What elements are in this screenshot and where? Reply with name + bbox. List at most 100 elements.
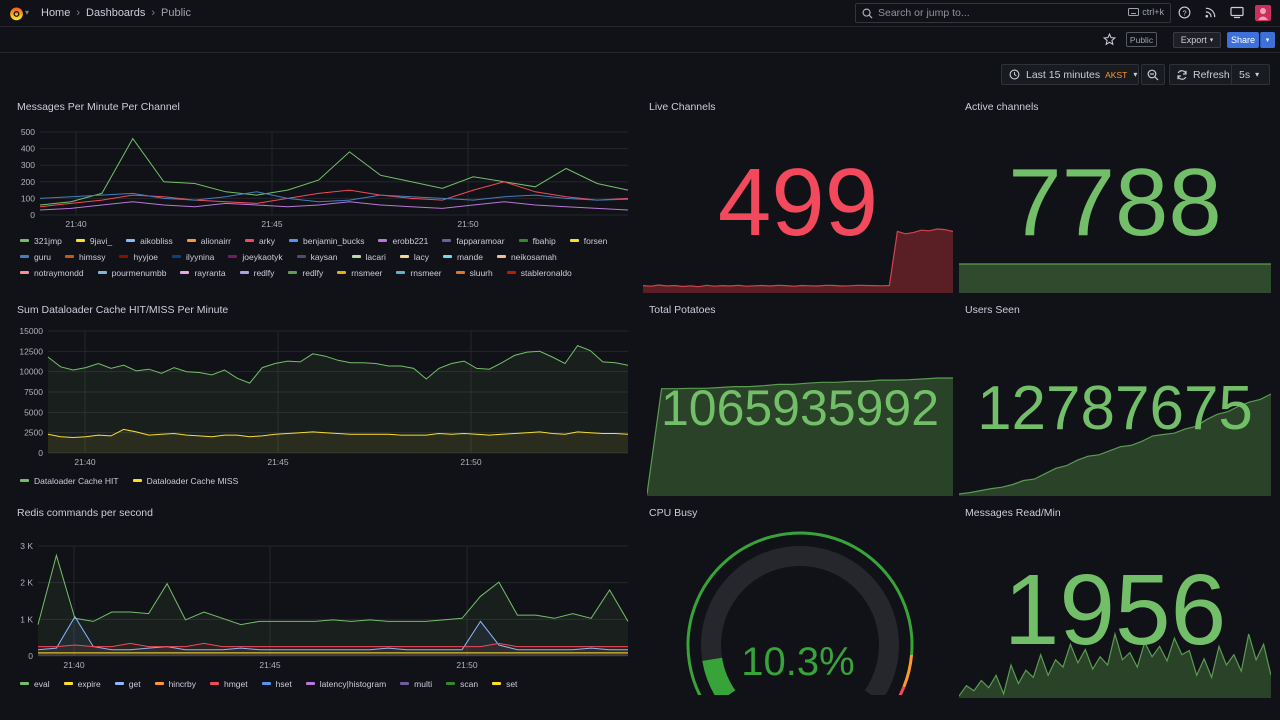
legend-item[interactable]: hyyjoe bbox=[119, 251, 158, 262]
legend-item[interactable]: Dataloader Cache MISS bbox=[132, 475, 238, 486]
star-icon[interactable] bbox=[1103, 33, 1116, 46]
grafana-logo-icon[interactable] bbox=[8, 5, 25, 22]
legend-swatch bbox=[396, 271, 406, 274]
messages-legend: 321jmp 9javi_ aikobliss alionairr arky benjam… bbox=[20, 235, 630, 284]
legend-item[interactable]: neikosamah bbox=[496, 251, 557, 262]
search-input[interactable]: Search or jump to... ctrl+k bbox=[855, 3, 1171, 23]
legend-item[interactable]: notraymondd bbox=[20, 267, 84, 278]
legend-item[interactable]: latency|histogram bbox=[305, 678, 386, 689]
legend-item[interactable]: guru bbox=[20, 251, 51, 262]
series-line[interactable] bbox=[39, 191, 629, 203]
time-range-picker[interactable]: Last 15 minutes AKST ▾ bbox=[1001, 64, 1139, 85]
refresh-interval-picker[interactable]: 5s ▾ bbox=[1231, 64, 1270, 85]
legend-item[interactable]: kaysan bbox=[296, 251, 338, 262]
messages-read-sparkline bbox=[959, 631, 1271, 698]
panel-title-active-channels[interactable]: Active channels bbox=[965, 101, 1039, 113]
legend-item[interactable]: trvyywrld bbox=[20, 283, 68, 285]
legend-item[interactable]: get bbox=[114, 678, 141, 689]
chevron-down-icon: ▾ bbox=[1265, 37, 1270, 44]
breadcrumb-home[interactable]: Home bbox=[41, 7, 71, 19]
legend-item[interactable]: lacari bbox=[351, 251, 386, 262]
legend-item[interactable]: redlfy bbox=[288, 267, 323, 278]
legend-label: rnsmeer bbox=[410, 267, 442, 278]
series-line[interactable] bbox=[38, 642, 628, 648]
panel-title-cpu-busy[interactable]: CPU Busy bbox=[649, 507, 698, 519]
legend-item[interactable]: 9javi_ bbox=[75, 235, 112, 246]
redis-chart[interactable]: 3 K 2 K 1 K 0 21:40 21:45 21:50 bbox=[0, 525, 640, 675]
legend-item[interactable]: erobb221 bbox=[378, 235, 428, 246]
legend-item[interactable]: hset bbox=[261, 678, 292, 689]
panel-title-live-channels[interactable]: Live Channels bbox=[649, 101, 716, 113]
legend-swatch bbox=[399, 255, 409, 258]
search-shortcut: ctrl+k bbox=[1128, 7, 1164, 17]
legend-item[interactable]: rnsmeer bbox=[337, 267, 382, 278]
legend-item[interactable]: fbahip bbox=[518, 235, 556, 246]
legend-item[interactable]: hincrby bbox=[154, 678, 196, 689]
chevron-down-icon[interactable]: ▾ bbox=[25, 8, 30, 17]
legend-item[interactable]: 321jmp bbox=[20, 235, 62, 246]
legend-item[interactable]: himssy bbox=[65, 251, 105, 262]
legend-item[interactable]: benjamin_bucks bbox=[289, 235, 364, 246]
panel-title-redis[interactable]: Redis commands per second bbox=[17, 507, 153, 519]
share-button[interactable]: Share bbox=[1227, 32, 1259, 48]
panel-title-total-potatoes[interactable]: Total Potatoes bbox=[649, 304, 716, 316]
zoom-out-button[interactable] bbox=[1141, 64, 1165, 85]
shortcut-label: ctrl+k bbox=[1142, 7, 1164, 17]
legend-item[interactable]: joeykaotyk bbox=[228, 251, 283, 262]
series-line[interactable] bbox=[39, 137, 629, 206]
legend-label: guru bbox=[34, 251, 52, 262]
user-avatar-icon[interactable] bbox=[1255, 5, 1271, 21]
legend-item[interactable]: stableronaldo bbox=[506, 267, 572, 278]
panel-title-messages[interactable]: Messages Per Minute Per Channel bbox=[17, 101, 180, 113]
refresh-button[interactable]: Refresh bbox=[1169, 64, 1232, 85]
series-line[interactable] bbox=[47, 344, 629, 384]
legend-item[interactable]: mande bbox=[442, 251, 483, 262]
panel-title-messages-read[interactable]: Messages Read/Min bbox=[965, 507, 1061, 519]
legend-label: fbahip bbox=[532, 235, 556, 246]
legend-item[interactable]: yourragegaming bbox=[178, 283, 253, 285]
legend-label: sluurh bbox=[469, 267, 493, 278]
legend-item[interactable]: yassuo bbox=[123, 283, 164, 285]
legend-swatch bbox=[569, 239, 579, 242]
breadcrumb-dashboards[interactable]: Dashboards bbox=[86, 7, 146, 19]
legend-item[interactable]: xqc bbox=[82, 283, 109, 285]
legend-item[interactable]: lacy bbox=[399, 251, 429, 262]
legend-item[interactable]: multi bbox=[400, 678, 432, 689]
legend-item[interactable]: sluurh bbox=[455, 267, 493, 278]
legend-item[interactable]: expire bbox=[63, 678, 101, 689]
legend-item[interactable]: scan bbox=[446, 678, 478, 689]
legend-item[interactable]: fapparamoar bbox=[442, 235, 505, 246]
legend-item[interactable]: ilyynina bbox=[172, 251, 214, 262]
news-rss-icon[interactable] bbox=[1204, 6, 1217, 19]
legend-item[interactable]: hmget bbox=[209, 678, 248, 689]
legend-swatch bbox=[378, 239, 388, 242]
time-range-label: Last 15 minutes bbox=[1026, 68, 1101, 81]
legend-swatch bbox=[244, 239, 254, 242]
series-line[interactable] bbox=[39, 181, 629, 208]
help-icon[interactable]: ? bbox=[1178, 6, 1191, 19]
series-line[interactable] bbox=[37, 615, 628, 651]
legend-item[interactable]: forsen bbox=[569, 235, 607, 246]
panel-title-dataloader[interactable]: Sum Dataloader Cache HIT/MISS Per Minute bbox=[17, 304, 229, 316]
legend-item[interactable]: eval bbox=[20, 678, 50, 689]
legend-item[interactable]: aikobliss bbox=[126, 235, 173, 246]
legend-swatch bbox=[442, 255, 452, 258]
export-button[interactable]: Export ▾ bbox=[1173, 32, 1221, 48]
panel-title-users-seen[interactable]: Users Seen bbox=[965, 304, 1020, 316]
monitor-icon[interactable] bbox=[1230, 6, 1244, 19]
series-line[interactable] bbox=[37, 553, 629, 626]
messages-chart[interactable]: 500 400 300 200 100 0 21:40 21:45 21:50 bbox=[0, 120, 640, 232]
legend-item[interactable]: set bbox=[492, 678, 517, 689]
series-line[interactable] bbox=[39, 201, 629, 211]
legend-item[interactable]: Dataloader Cache HIT bbox=[20, 475, 119, 486]
legend-item[interactable]: rnsmeer bbox=[396, 267, 442, 278]
legend-item[interactable]: redlfy bbox=[239, 267, 274, 278]
series-line[interactable] bbox=[47, 428, 629, 439]
legend-item[interactable]: pourmenumbb bbox=[97, 267, 166, 278]
legend-item[interactable]: rayranta bbox=[180, 267, 226, 278]
legend-item[interactable]: alionairr bbox=[186, 235, 231, 246]
dataloader-chart[interactable]: 15000 12500 10000 7500 5000 2500 0 21:40 21:45 21… bbox=[0, 322, 640, 472]
legend-item[interactable]: arky bbox=[244, 235, 275, 246]
users-seen-sparkline bbox=[959, 393, 1271, 496]
share-dropdown-button[interactable]: ▾ bbox=[1260, 32, 1275, 48]
